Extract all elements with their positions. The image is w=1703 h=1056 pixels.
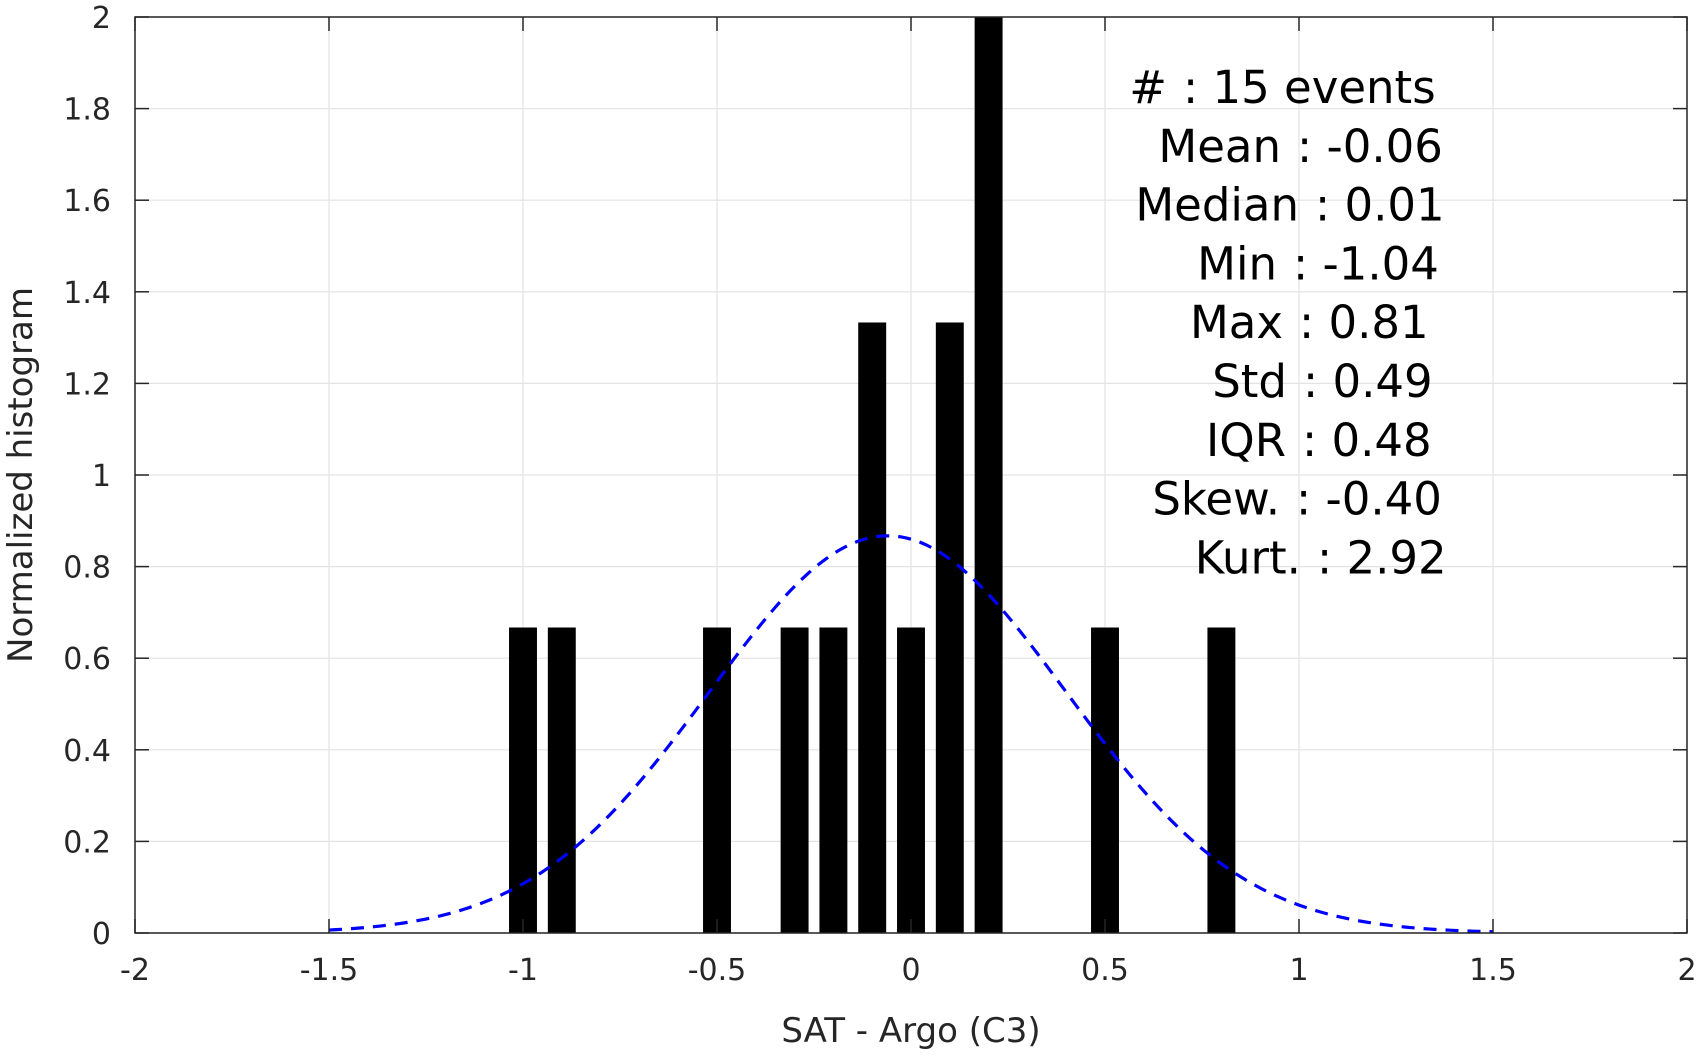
stat-value: : -1.04 [1293, 237, 1439, 290]
x-tick-label: -2 [120, 953, 150, 988]
normal-fit-curve [328, 534, 1494, 934]
y-tick-labels: 0 0.2 0.4 0.6 0.8 1 1.2 1.4 1.6 1.8 2 [63, 1, 111, 952]
stat-label: IQR [1206, 414, 1286, 467]
x-tick-label: 1.5 [1469, 953, 1517, 988]
stat-label: Skew. [1152, 473, 1280, 526]
x-tick-label: 0.5 [1081, 953, 1129, 988]
histogram-bar [547, 627, 576, 933]
axis-ticks [134, 16, 1688, 934]
stat-value: : 0.49 [1303, 355, 1433, 408]
stat-label: Median [1135, 179, 1299, 232]
x-tick-label: 2 [1677, 953, 1696, 988]
y-tick-label: 0.8 [63, 551, 111, 586]
statistics-annotations: # : 15 events Mean : -0.06 Median : 0.01 Min:… [1129, 61, 1446, 584]
x-tick-label: -1 [508, 953, 538, 988]
histogram-bar [780, 627, 809, 933]
stat-label: Max [1190, 296, 1283, 349]
stat-value: : -0.40 [1296, 473, 1442, 526]
histogram-bar [974, 17, 1003, 933]
histogram-bar [819, 627, 848, 933]
y-tick-label: 0.2 [63, 825, 111, 860]
stat-value: : -0.06 [1297, 120, 1443, 173]
histogram-bar [858, 322, 887, 934]
x-tick-label: -1.5 [300, 953, 359, 988]
histogram-bar [1207, 627, 1236, 933]
stat-label: Std [1212, 355, 1287, 408]
stat-value: : 0.48 [1302, 414, 1432, 467]
histogram-bars [509, 17, 1236, 934]
y-tick-label: 2 [92, 1, 111, 36]
y-tick-label: 1.6 [63, 184, 111, 219]
x-tick-label: -0.5 [688, 953, 747, 988]
x-tick-labels: -2 -1.5 -1 -0.5 0 0.5 1 1.5 2 [120, 953, 1697, 988]
y-tick-label: 1.2 [63, 367, 111, 402]
histogram-bar [509, 627, 537, 933]
y-tick-label: 0 [92, 917, 111, 952]
stat-value: : 0.81 [1299, 296, 1429, 349]
histogram-bar [935, 322, 964, 934]
stat-label: Min [1197, 237, 1277, 290]
stat-label: Kurt. [1195, 531, 1301, 584]
y-tick-label: 0.4 [63, 734, 111, 769]
x-tick-label: 0 [901, 953, 920, 988]
stat-value: : 15 events [1183, 61, 1436, 114]
histogram-bar [1091, 627, 1119, 933]
stat-label: # [1129, 61, 1167, 114]
stat-value: : 0.01 [1315, 179, 1445, 232]
y-tick-label: 1.8 [63, 93, 111, 128]
x-tick-label: 1 [1289, 953, 1308, 988]
stat-label: Mean [1158, 120, 1281, 173]
y-tick-label: 0.6 [63, 642, 111, 677]
y-tick-label: 1 [92, 459, 111, 494]
stat-value: : 2.92 [1317, 531, 1447, 584]
y-tick-label: 1.4 [63, 276, 111, 311]
histogram-bar [703, 627, 731, 933]
x-axis-title: SAT - Argo (C3) [781, 1011, 1040, 1051]
histogram-bar [897, 627, 925, 933]
y-axis-title: Normalized histogram [1, 287, 41, 663]
